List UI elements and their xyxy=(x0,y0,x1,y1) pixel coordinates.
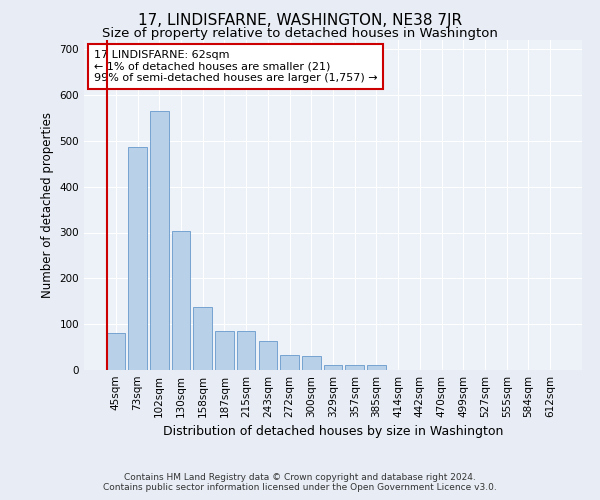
Bar xyxy=(367,366,386,370)
Bar xyxy=(172,231,190,370)
Bar xyxy=(128,147,147,370)
Text: 17 LINDISFARNE: 62sqm
← 1% of detached houses are smaller (21)
99% of semi-detac: 17 LINDISFARNE: 62sqm ← 1% of detached h… xyxy=(94,50,377,83)
Text: Contains HM Land Registry data © Crown copyright and database right 2024.
Contai: Contains HM Land Registry data © Crown c… xyxy=(103,473,497,492)
Bar xyxy=(237,331,256,370)
Bar xyxy=(215,330,233,370)
Bar xyxy=(302,356,320,370)
X-axis label: Distribution of detached houses by size in Washington: Distribution of detached houses by size … xyxy=(163,426,503,438)
Text: Size of property relative to detached houses in Washington: Size of property relative to detached ho… xyxy=(102,28,498,40)
Bar xyxy=(280,355,299,370)
Bar xyxy=(107,334,125,370)
Text: 17, LINDISFARNE, WASHINGTON, NE38 7JR: 17, LINDISFARNE, WASHINGTON, NE38 7JR xyxy=(138,12,462,28)
Bar xyxy=(150,111,169,370)
Bar xyxy=(193,306,212,370)
Bar xyxy=(346,366,364,370)
Bar xyxy=(324,364,342,370)
Bar xyxy=(259,341,277,370)
Y-axis label: Number of detached properties: Number of detached properties xyxy=(41,112,54,298)
